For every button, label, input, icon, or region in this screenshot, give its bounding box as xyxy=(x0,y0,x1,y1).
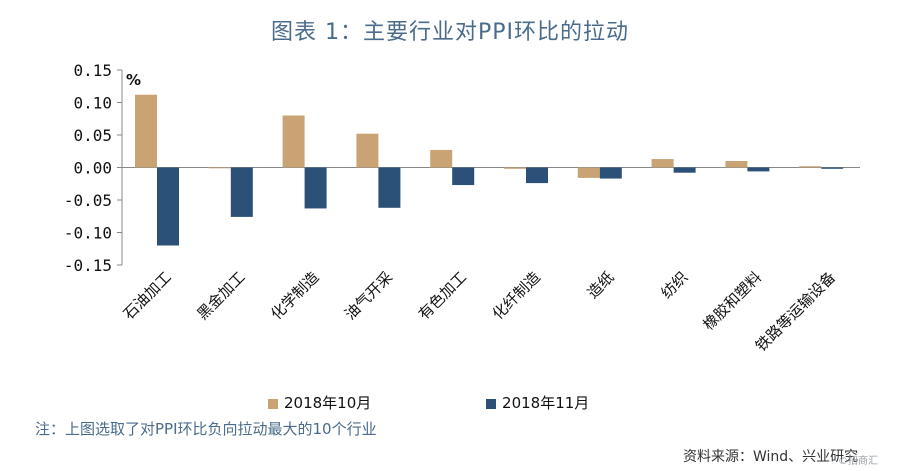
bar-series-1-9 xyxy=(799,166,822,168)
bar-series-2-8 xyxy=(747,167,770,172)
y-tick-label: 0.05 xyxy=(73,126,112,145)
legend-item-series-1: 2018年10月 xyxy=(268,392,371,413)
category-label: 石油加工 xyxy=(120,268,175,323)
bar-series-2-2 xyxy=(304,167,327,209)
bar-series-2-0 xyxy=(157,167,179,246)
bar-series-1-0 xyxy=(135,94,157,168)
bar-series-2-7 xyxy=(673,167,696,173)
y-tick-label: 0.10 xyxy=(73,94,112,113)
y-tick-label: -0.15 xyxy=(64,256,112,275)
y-tick-label: 0.00 xyxy=(73,159,112,178)
category-label: 化学制造 xyxy=(267,268,322,323)
category-label: 油气开采 xyxy=(341,268,396,323)
bar-series-2-3 xyxy=(378,167,401,208)
y-tick-label: 0.15 xyxy=(73,61,112,80)
bars xyxy=(122,94,860,246)
y-tick-label: -0.10 xyxy=(64,224,112,243)
legend-label-series-1: 2018年10月 xyxy=(284,394,372,412)
legend-item-series-2: 2018年11月 xyxy=(486,392,589,413)
bar-series-1-2 xyxy=(282,115,305,168)
bar-series-1-6 xyxy=(577,167,600,178)
legend-swatch-series-2 xyxy=(486,398,497,409)
y-axis: 0.15 0.10 0.05 0.00 -0.05 -0.10 -0.15 xyxy=(64,61,123,275)
category-label: 黑金加工 xyxy=(193,268,248,323)
legend-label-series-2: 2018年11月 xyxy=(502,394,590,412)
category-label: 橡胶和塑料 xyxy=(699,268,765,334)
category-label: 铁路等运输设备 xyxy=(752,268,839,355)
bar-series-2-6 xyxy=(599,167,622,179)
legend-swatch-series-1 xyxy=(268,398,278,409)
y-tick-label: -0.05 xyxy=(64,191,112,210)
category-label: 纺织 xyxy=(657,268,691,302)
source-label: 资料来源：Wind、兴业研究 xyxy=(683,449,859,465)
bar-series-1-4 xyxy=(430,149,453,168)
category-label: 造纸 xyxy=(584,268,618,302)
bar-chart: 0.15 0.10 0.05 0.00 -0.05 -0.10 -0.15 石油加工 黑金加工… xyxy=(64,61,860,355)
unit-label: % xyxy=(126,71,141,89)
bar-series-1-8 xyxy=(725,161,748,168)
bar-series-2-1 xyxy=(230,167,253,217)
bar-series-1-5 xyxy=(504,167,526,169)
category-label: 化纤制造 xyxy=(489,268,544,323)
bar-series-1-1 xyxy=(208,167,231,169)
category-label: 有色加工 xyxy=(415,268,470,323)
chart-title: 图表 1：主要行业对PPI环比的拉动 xyxy=(270,20,629,45)
watermark: ©招商汇 xyxy=(838,456,878,467)
bar-series-2-5 xyxy=(526,167,548,184)
bar-series-2-9 xyxy=(821,167,844,169)
chart-note: 注：上图选取了对PPI环比负向拉动最大的10个行业 xyxy=(35,420,377,438)
bar-series-1-7 xyxy=(651,159,674,168)
bar-series-2-4 xyxy=(452,167,475,186)
bar-series-1-3 xyxy=(356,133,379,168)
legend: 2018年10月 2018年11月 xyxy=(268,392,699,413)
